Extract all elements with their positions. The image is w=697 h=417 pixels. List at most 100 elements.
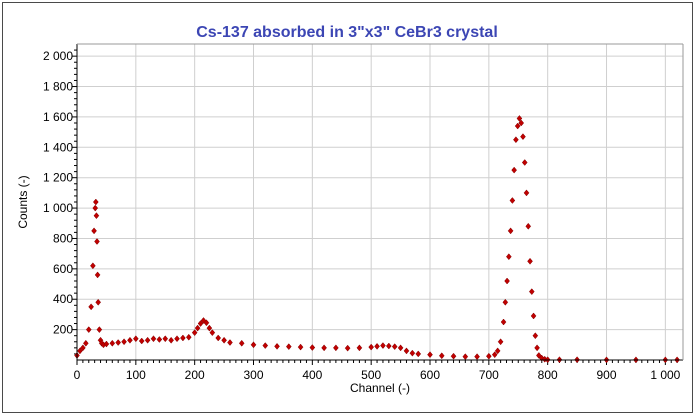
- x-tick-label: 700: [479, 368, 499, 382]
- data-point: [274, 342, 280, 350]
- data-point: [238, 339, 245, 347]
- data-point: [92, 204, 99, 212]
- grid-lines: [77, 44, 683, 360]
- data-point: [528, 288, 535, 296]
- y-tick-label: 800: [53, 231, 73, 245]
- data-point: [297, 343, 304, 351]
- spectrum-chart: Cs-137 absorbed in 3"x3" CeBr3 crystal 0…: [16, 24, 684, 395]
- data-point: [513, 136, 519, 144]
- data-point: [77, 347, 83, 355]
- y-tick-label: 1 200: [43, 171, 73, 185]
- y-tick-label: 400: [53, 292, 73, 306]
- data-point: [344, 344, 351, 352]
- data-point: [403, 347, 410, 355]
- data-point: [506, 253, 512, 261]
- data-point: [450, 352, 457, 360]
- x-tick-label: 600: [420, 368, 440, 382]
- data-point: [95, 298, 102, 306]
- chart-title: Cs-137 absorbed in 3"x3" CeBr3 crystal: [196, 24, 498, 41]
- x-tick-label: 0: [74, 368, 81, 382]
- x-tick-label: 900: [596, 368, 616, 382]
- data-point: [309, 344, 316, 351]
- axis-ticks: 0 100 200 300 400 500 600 700 800 900 1 000 200 400 6…: [43, 49, 681, 382]
- data-point: [502, 298, 509, 306]
- data-point: [494, 347, 501, 355]
- data-point: [518, 119, 525, 127]
- data-point: [191, 329, 198, 337]
- data-point: [374, 342, 380, 350]
- data-point: [206, 324, 213, 332]
- data-point: [138, 337, 145, 345]
- data-point: [215, 334, 222, 342]
- data-point: [497, 338, 504, 346]
- data-point: [521, 159, 528, 166]
- y-tick-label: 1 400: [43, 140, 73, 154]
- data-point: [133, 335, 139, 343]
- data-point: [82, 339, 89, 347]
- data-point: [262, 342, 269, 349]
- y-tick-label: 1 600: [43, 110, 73, 124]
- data-point: [397, 344, 404, 352]
- data-point: [221, 336, 227, 344]
- data-point: [523, 189, 530, 197]
- data-point: [209, 329, 216, 337]
- data-point: [103, 340, 110, 348]
- data-point: [168, 336, 174, 344]
- data-point: [194, 324, 201, 332]
- data-point: [80, 344, 86, 352]
- data-point: [525, 222, 532, 230]
- data-point: [127, 336, 133, 344]
- x-tick-label: 500: [361, 368, 381, 382]
- data-point: [109, 339, 116, 347]
- data-point: [88, 303, 94, 311]
- data-point: [93, 212, 100, 220]
- data-point: [520, 133, 526, 141]
- data-point: [356, 344, 363, 352]
- data-point: [93, 198, 99, 206]
- plot-area: [77, 44, 683, 360]
- y-tick-label: 1 800: [43, 80, 73, 94]
- data-point: [197, 320, 204, 327]
- data-point: [511, 166, 517, 174]
- data-point: [507, 227, 514, 235]
- data-point: [333, 344, 339, 352]
- data-point: [385, 342, 392, 350]
- data-point: [96, 326, 103, 334]
- x-tick-label: 800: [538, 368, 558, 382]
- data-point: [486, 352, 492, 360]
- x-tick-label: 200: [185, 368, 205, 382]
- data-point: [285, 343, 292, 351]
- data-point: [90, 262, 96, 270]
- data-point: [321, 344, 327, 352]
- data-points: [74, 115, 680, 364]
- y-axis-title: Counts (-): [16, 175, 30, 228]
- data-point: [115, 339, 122, 346]
- data-point: [227, 339, 233, 346]
- data-point: [530, 312, 537, 320]
- x-tick-label: 400: [302, 368, 322, 382]
- data-point: [94, 271, 101, 279]
- data-point: [409, 349, 416, 357]
- y-tick-label: 2 000: [43, 49, 73, 63]
- data-point: [203, 319, 210, 327]
- data-point: [516, 115, 523, 122]
- data-point: [368, 343, 375, 351]
- x-axis-title: Channel (-): [350, 381, 410, 395]
- data-point: [121, 338, 127, 346]
- data-point: [532, 332, 539, 340]
- y-tick-label: 600: [53, 262, 73, 276]
- data-point: [534, 344, 540, 352]
- data-point: [509, 197, 516, 204]
- data-point: [180, 334, 186, 342]
- x-tick-label: 1 000: [650, 368, 680, 382]
- data-point: [162, 335, 169, 343]
- x-tick-label: 300: [243, 368, 263, 382]
- data-point: [156, 336, 163, 343]
- data-point: [94, 238, 100, 245]
- data-point: [391, 343, 398, 351]
- data-point: [504, 277, 510, 285]
- x-tick-label: 100: [126, 368, 146, 382]
- chart-frame: Cs-137 absorbed in 3"x3" CeBr3 crystal 0…: [2, 2, 693, 413]
- data-point: [527, 257, 533, 265]
- data-point: [415, 350, 422, 358]
